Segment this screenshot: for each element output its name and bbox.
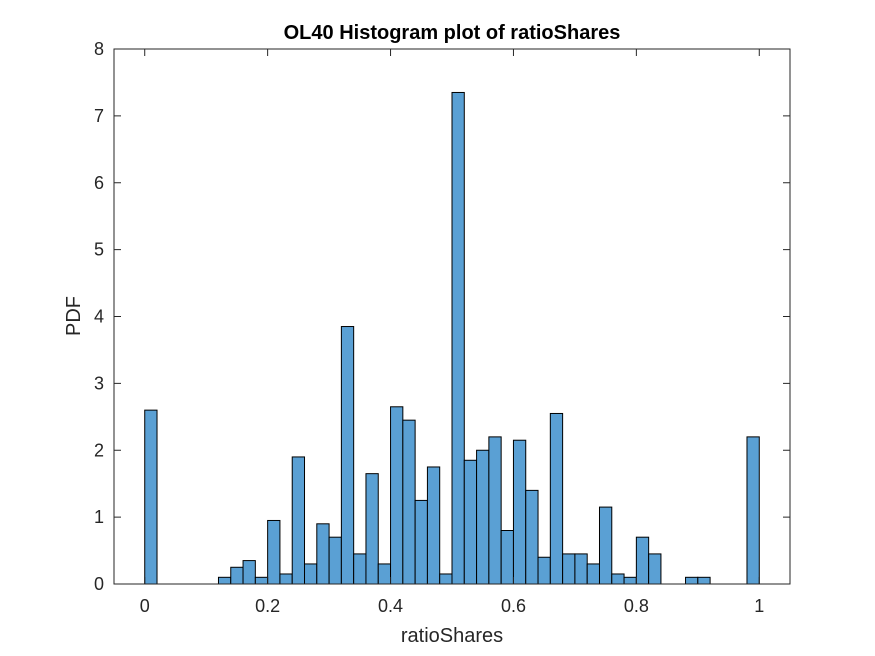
histogram-bar bbox=[574, 553, 588, 585]
y-tick-label: 1 bbox=[94, 507, 104, 527]
histogram-bar bbox=[697, 576, 711, 585]
histogram-bar bbox=[439, 573, 453, 585]
histogram-bar bbox=[328, 536, 342, 585]
histogram-bar bbox=[144, 409, 158, 585]
histogram-bar bbox=[377, 563, 392, 585]
histogram-bar bbox=[746, 436, 760, 585]
x-axis-ticks: 0 0.2 0.4 0.6 0.8 1 bbox=[140, 49, 764, 616]
histogram-bar bbox=[254, 576, 269, 585]
histogram-bar bbox=[230, 566, 244, 585]
histogram-bar bbox=[304, 563, 318, 585]
y-tick-label: 2 bbox=[94, 440, 104, 460]
histogram-bar bbox=[402, 419, 416, 585]
histogram-bar bbox=[291, 456, 306, 585]
x-tick-label: 0.8 bbox=[624, 596, 649, 616]
histogram-bar bbox=[635, 536, 650, 585]
histogram-bar bbox=[353, 553, 367, 585]
histogram-bar bbox=[476, 449, 490, 585]
y-axis-label: PDF bbox=[63, 296, 85, 336]
chart-title: OL40 Histogram plot of ratioShares bbox=[284, 22, 621, 44]
x-tick-label: 0.4 bbox=[378, 596, 403, 616]
histogram-bar bbox=[340, 326, 355, 585]
histogram-bar bbox=[217, 576, 232, 585]
histogram-bar bbox=[365, 473, 379, 585]
histogram-bar bbox=[623, 576, 637, 585]
histogram-bar bbox=[525, 489, 539, 585]
y-axis-ticks: 0 1 2 3 4 5 6 7 8 bbox=[94, 39, 790, 594]
y-tick-label: 0 bbox=[94, 574, 104, 594]
x-axis-label: ratioShares bbox=[401, 625, 503, 647]
histogram-bar bbox=[463, 459, 478, 585]
y-tick-label: 8 bbox=[94, 39, 104, 59]
histogram-bar bbox=[279, 573, 293, 585]
histogram-bar bbox=[586, 563, 600, 585]
histogram-bar bbox=[562, 553, 576, 585]
histogram-bar bbox=[488, 436, 502, 585]
histogram-bar bbox=[414, 499, 428, 585]
y-tick-label: 3 bbox=[94, 373, 104, 393]
x-tick-label: 1 bbox=[754, 596, 764, 616]
histogram-bar bbox=[500, 530, 514, 585]
x-tick-label: 0.2 bbox=[255, 596, 280, 616]
histogram-bar bbox=[598, 506, 613, 585]
histogram-bar bbox=[512, 439, 527, 585]
histogram-bar bbox=[611, 573, 625, 585]
histogram-bar bbox=[549, 412, 564, 585]
histogram-bar bbox=[648, 553, 662, 585]
histogram-bar bbox=[685, 576, 699, 585]
histogram-bar bbox=[267, 519, 281, 585]
y-tick-label: 6 bbox=[94, 173, 104, 193]
y-tick-label: 5 bbox=[94, 240, 104, 260]
histogram-bar bbox=[426, 466, 441, 585]
y-tick-label: 7 bbox=[94, 106, 104, 126]
x-tick-label: 0.6 bbox=[501, 596, 526, 616]
histogram-bar bbox=[390, 406, 404, 585]
histogram-bar bbox=[316, 523, 330, 585]
histogram-bar bbox=[242, 560, 256, 585]
x-tick-label: 0 bbox=[140, 596, 150, 616]
histogram-bar bbox=[451, 91, 465, 585]
histogram-bar bbox=[537, 556, 551, 585]
y-tick-label: 4 bbox=[94, 307, 104, 327]
